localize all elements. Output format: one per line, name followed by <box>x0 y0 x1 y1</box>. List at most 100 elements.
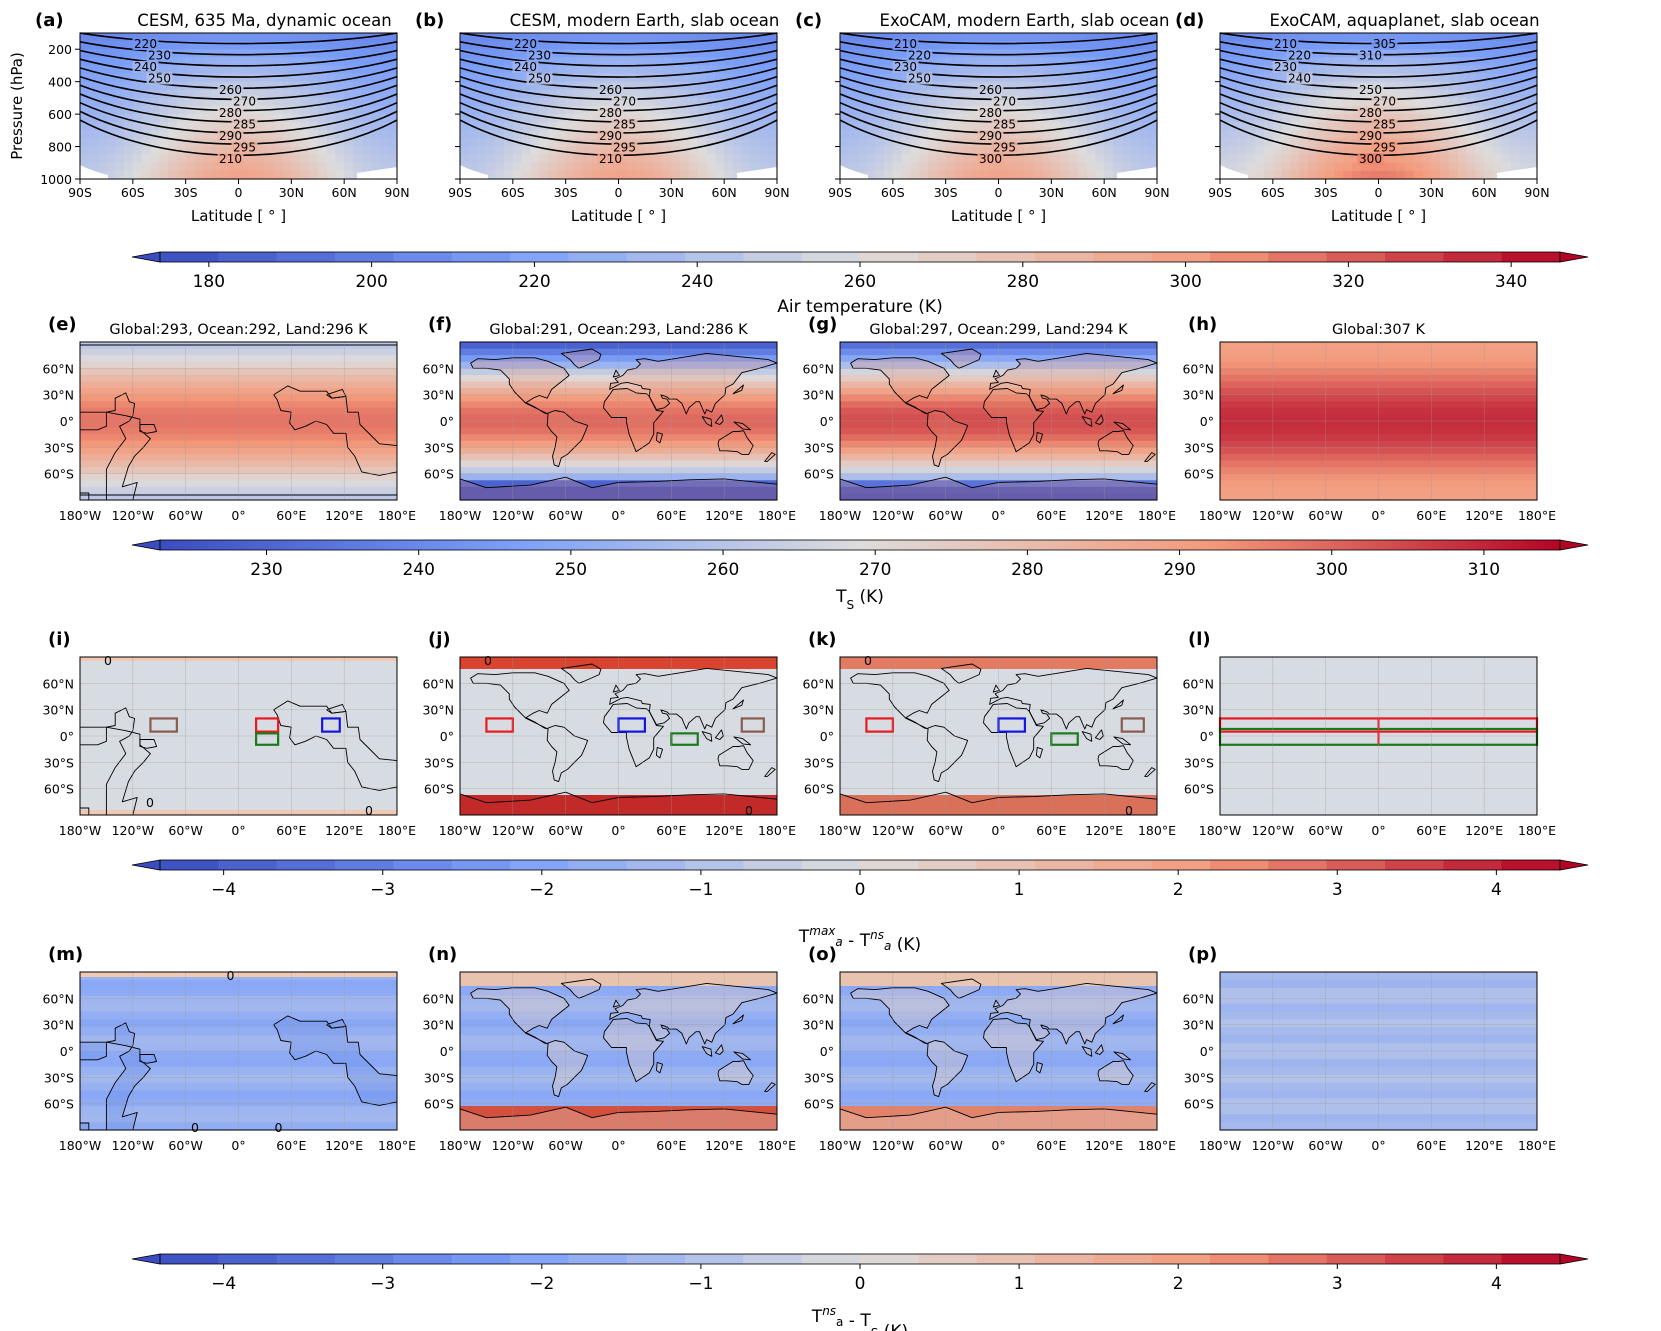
field-cell <box>80 162 90 172</box>
contour-line <box>1219 58 1538 78</box>
field-cell <box>1492 57 1503 67</box>
field-cell <box>1448 41 1459 50</box>
field-cell <box>636 89 646 99</box>
colorbar-tick-label: 260 <box>844 272 876 292</box>
field-cell <box>1060 89 1070 99</box>
field-cell <box>548 114 558 123</box>
zero-contour-label: 0 <box>1125 803 1133 818</box>
field-cell <box>1501 130 1512 140</box>
lon-tick-label: 60°W <box>1308 508 1343 523</box>
coastline <box>850 357 950 415</box>
field-cell <box>203 130 213 140</box>
field-cell <box>521 106 532 115</box>
field-cell <box>1121 138 1132 148</box>
field-cell <box>273 154 284 164</box>
field-cell <box>317 73 328 83</box>
field-cell <box>106 73 116 83</box>
field-cell <box>1404 122 1415 131</box>
x-tick-label: 60N <box>332 185 357 200</box>
field-cell <box>706 146 716 156</box>
field-cell <box>759 138 769 148</box>
field-cell <box>1220 41 1230 50</box>
field-cell <box>220 162 231 172</box>
colorbar-bin <box>1326 1254 1386 1264</box>
field-cell <box>1352 41 1362 50</box>
colorbar-tick-label: −2 <box>529 1274 554 1294</box>
field-cell <box>680 97 690 107</box>
field-cell <box>124 41 134 50</box>
field-cell <box>732 57 743 67</box>
field-cell <box>671 122 681 131</box>
field-cell <box>264 154 275 164</box>
field-cell <box>379 97 389 107</box>
coastline <box>612 999 620 1008</box>
coastline <box>655 431 663 444</box>
field-cell <box>1466 170 1476 180</box>
field-cell <box>750 106 760 115</box>
colorbar-tick-label: 4 <box>1491 1274 1502 1294</box>
field-cell <box>150 162 160 172</box>
field-cell <box>1457 65 1468 75</box>
field-cell <box>468 41 479 50</box>
contour-label-bg <box>892 61 919 73</box>
field-cell <box>1272 170 1283 180</box>
field-cell <box>291 122 301 131</box>
colorbar-bin <box>160 860 219 870</box>
field-cell <box>291 106 301 115</box>
field-cell <box>273 130 284 140</box>
field-cell <box>97 162 108 172</box>
field-cell <box>370 146 380 156</box>
field-cell <box>1077 41 1088 50</box>
field-cell <box>848 138 859 148</box>
colorbar <box>131 859 1589 871</box>
field-cell <box>857 33 868 42</box>
field-cell <box>291 97 301 107</box>
field-cell <box>1121 130 1132 140</box>
lon-tick-label: 180°W <box>819 1138 861 1153</box>
colorbar-bin <box>335 860 394 870</box>
field-cell <box>945 146 956 156</box>
field-cell <box>300 154 310 164</box>
field-cell <box>1007 130 1017 140</box>
field-cell <box>344 57 354 67</box>
field-cell <box>521 146 532 156</box>
field-cell <box>168 130 178 140</box>
field-cell <box>627 170 637 180</box>
field-cell <box>1308 57 1318 67</box>
field-cell <box>1264 130 1274 140</box>
field-cell <box>1448 49 1459 58</box>
field-cell <box>1220 122 1230 131</box>
lon-tick-label: 0° <box>1371 823 1385 838</box>
contour-label-bg <box>231 141 258 154</box>
field-cell <box>80 41 90 50</box>
field-cell <box>574 130 584 140</box>
field-cell <box>1440 114 1450 123</box>
coastline <box>105 392 151 501</box>
lat-tick-label: 60°S <box>804 1097 834 1112</box>
contour-label-bg <box>217 84 244 96</box>
field-cell <box>671 73 681 83</box>
field-cell <box>194 89 204 99</box>
field-cell <box>732 41 743 50</box>
field-cell <box>680 162 690 172</box>
field-cell <box>759 106 769 115</box>
field-cell <box>1440 106 1450 115</box>
lat-tick-label: 60°N <box>802 361 834 376</box>
field-cell <box>1422 73 1432 83</box>
field-cell <box>194 65 204 75</box>
field-cell <box>477 122 488 131</box>
field-cell <box>1121 73 1132 83</box>
field-cell <box>168 65 178 75</box>
field-cell <box>521 73 532 83</box>
field-cell <box>759 146 769 156</box>
field-cell <box>671 97 681 107</box>
field-cell <box>954 146 964 156</box>
field-cell <box>1086 122 1096 131</box>
lat-tick-label: 30°S <box>424 755 454 770</box>
field-cell <box>653 130 664 140</box>
field-cell <box>1042 138 1052 148</box>
field-cell <box>335 57 345 67</box>
field-cell <box>468 65 479 75</box>
field-cell <box>1281 146 1292 156</box>
field-cell <box>132 89 143 99</box>
